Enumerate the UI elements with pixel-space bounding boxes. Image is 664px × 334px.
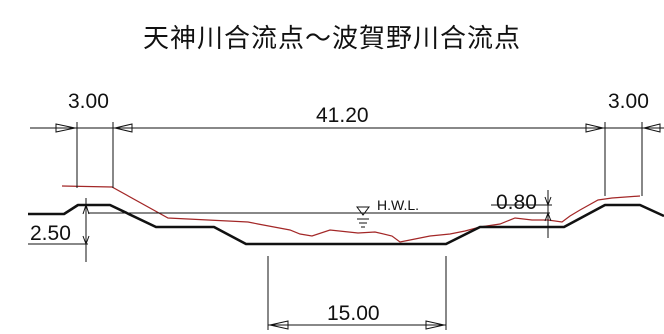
bottom-dimension	[267, 256, 447, 330]
hwl-marker	[356, 206, 370, 228]
bottom-width-dim: 15.00	[327, 302, 380, 325]
levee-height-dimension	[28, 198, 90, 262]
levee-height-dim: 2.50	[30, 222, 71, 245]
top-width-dim: 41.20	[316, 104, 369, 127]
top-dimension	[30, 122, 664, 196]
design-cross-section	[28, 203, 664, 246]
hwl-label: H.W.L.	[377, 197, 419, 213]
existing-ground-line	[61, 185, 641, 243]
left-berm-dim: 3.00	[68, 90, 109, 113]
right-berm-dim: 3.00	[608, 90, 649, 113]
freeboard-dimension	[491, 190, 552, 238]
diagram-title: 天神川合流点～波賀野川合流点	[142, 24, 521, 54]
freeboard-dim: 0.80	[496, 191, 537, 214]
